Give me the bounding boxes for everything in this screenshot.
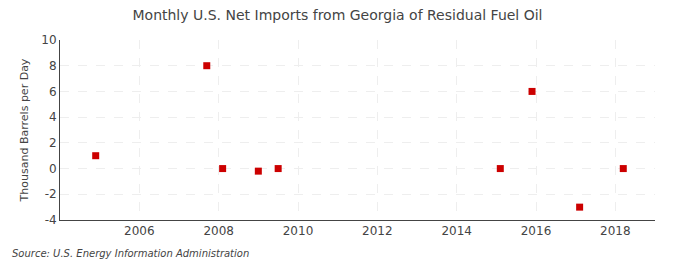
svg-text:2: 2 [49,136,57,150]
svg-text:Source: U.S. Energy Informatio: Source: U.S. Energy Information Administ… [12,248,249,259]
svg-text:Monthly U.S. Net Imports from: Monthly U.S. Net Imports from Georgia of… [132,7,542,23]
svg-text:8: 8 [49,59,57,73]
svg-text:Thousand Barrels per Day: Thousand Barrels per Day [18,58,31,202]
svg-text:-2: -2 [45,187,57,201]
svg-text:4: 4 [49,110,57,124]
svg-text:2012: 2012 [362,224,393,238]
svg-text:2018: 2018 [600,224,631,238]
svg-text:2014: 2014 [441,224,472,238]
svg-text:2006: 2006 [124,224,155,238]
svg-text:-4: -4 [45,213,57,227]
svg-text:2016: 2016 [521,224,552,238]
svg-text:2010: 2010 [283,224,314,238]
svg-text:10: 10 [41,33,56,47]
svg-text:0: 0 [49,162,57,176]
svg-text:6: 6 [49,85,57,99]
svg-text:2008: 2008 [203,224,234,238]
